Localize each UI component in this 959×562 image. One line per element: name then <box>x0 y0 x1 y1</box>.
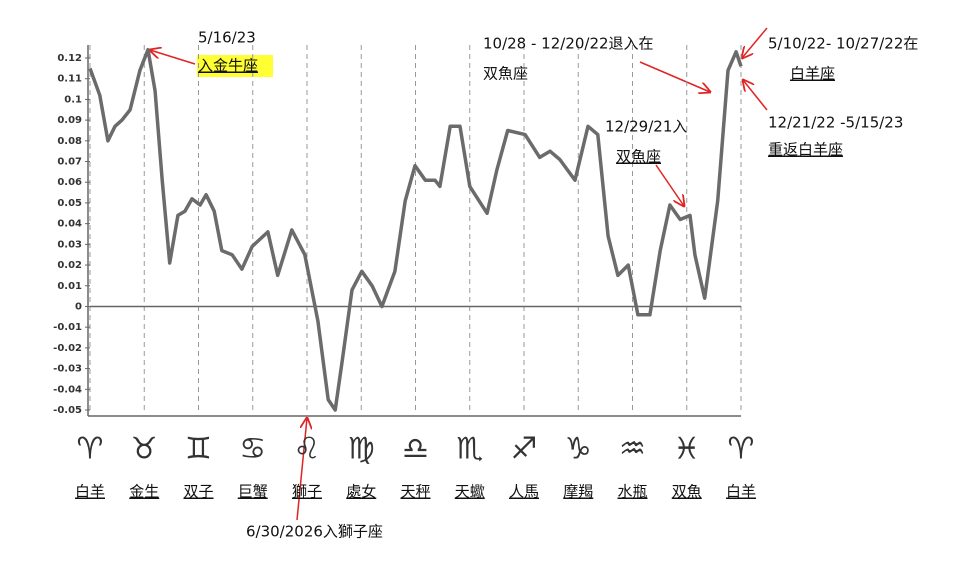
x-tick-label: 水瓶 <box>617 483 647 501</box>
x-tick-label: 獅子 <box>292 483 322 501</box>
zodiac-symbol: ♈ <box>728 432 755 467</box>
arrow <box>655 164 684 206</box>
zodiac-symbol: ♈ <box>77 432 104 467</box>
zodiac-symbol: ♉ <box>131 432 158 467</box>
zodiac-symbol: ♏ <box>456 432 483 467</box>
y-tick-label: 0.09 <box>57 115 82 126</box>
x-tick-label: 摩羯 <box>563 483 593 501</box>
y-tick-label: 0.05 <box>57 198 82 209</box>
y-tick-label: 0 <box>75 301 82 312</box>
arrow <box>639 61 710 92</box>
annotation: 12/29/21入 <box>605 118 687 136</box>
annotation: 双魚座 <box>483 65 528 83</box>
x-tick-label: 双子 <box>183 483 213 501</box>
zodiac-symbol: ♊ <box>185 432 212 467</box>
x-tick-label: 白羊 <box>726 483 756 501</box>
annotation: 5/16/23 <box>198 29 256 47</box>
y-tick-label: 0.02 <box>57 260 82 271</box>
zodiac-symbol: ♓ <box>673 432 700 467</box>
x-tick-label: 天秤 <box>400 483 430 501</box>
annotation: 双魚座 <box>616 148 661 166</box>
annotation: 5/10/22- 10/27/22在 <box>768 35 918 53</box>
y-tick-label: -0.04 <box>53 384 82 395</box>
annotation: 入金牛座 <box>198 57 258 75</box>
y-tick-label: -0.01 <box>53 322 82 333</box>
annotation: 10/28 - 12/20/22退入在 <box>483 35 654 53</box>
arrow <box>742 27 768 58</box>
y-tick-label: -0.03 <box>53 364 82 375</box>
annotation: 6/30/2026入獅子座 <box>246 523 383 541</box>
y-tick-label: 0.1 <box>64 94 82 105</box>
y-tick-label: 0.08 <box>57 136 82 147</box>
data-line <box>88 47 743 412</box>
y-tick-label: 0.06 <box>57 177 82 188</box>
zodiac-symbol: ♋ <box>239 432 266 467</box>
y-tick-label: 0.01 <box>57 281 82 292</box>
x-tick-label: 白羊 <box>75 483 105 501</box>
y-tick-label: 0.04 <box>57 219 82 230</box>
y-tick-label: 0.11 <box>57 74 82 85</box>
arrow <box>743 80 768 111</box>
y-tick-label: -0.02 <box>53 343 82 354</box>
arrow <box>296 418 307 521</box>
y-tick-label: 0.03 <box>57 239 82 250</box>
zodiac-symbol: ♌ <box>294 432 321 467</box>
zodiac-symbol: ♍ <box>348 432 375 467</box>
y-tick-label: 0.12 <box>57 53 82 64</box>
annotation: 12/21/22 -5/15/23 <box>768 114 903 132</box>
zodiac-symbol: ♐ <box>511 432 538 467</box>
x-tick-label: 人馬 <box>509 483 539 501</box>
y-tick-label: -0.05 <box>53 405 82 416</box>
x-tick-label: 金生 <box>129 483 159 501</box>
zodiac-symbol: ♒ <box>619 432 646 467</box>
arrows <box>150 27 768 521</box>
annotation: 白羊座 <box>790 65 835 83</box>
arrow <box>150 50 196 65</box>
zodiac-symbol: ♎ <box>402 432 429 467</box>
x-tick-label: 天蠍 <box>455 483 485 501</box>
highlight <box>197 55 273 77</box>
annotation: 重返白羊座 <box>768 141 843 159</box>
y-tick-label: 0.07 <box>57 157 82 168</box>
zodiac-symbol: ♑ <box>565 432 592 467</box>
x-tick-label: 處女 <box>346 483 376 501</box>
x-tick-label: 巨蟹 <box>238 483 268 501</box>
x-tick-label: 双魚 <box>672 483 702 501</box>
